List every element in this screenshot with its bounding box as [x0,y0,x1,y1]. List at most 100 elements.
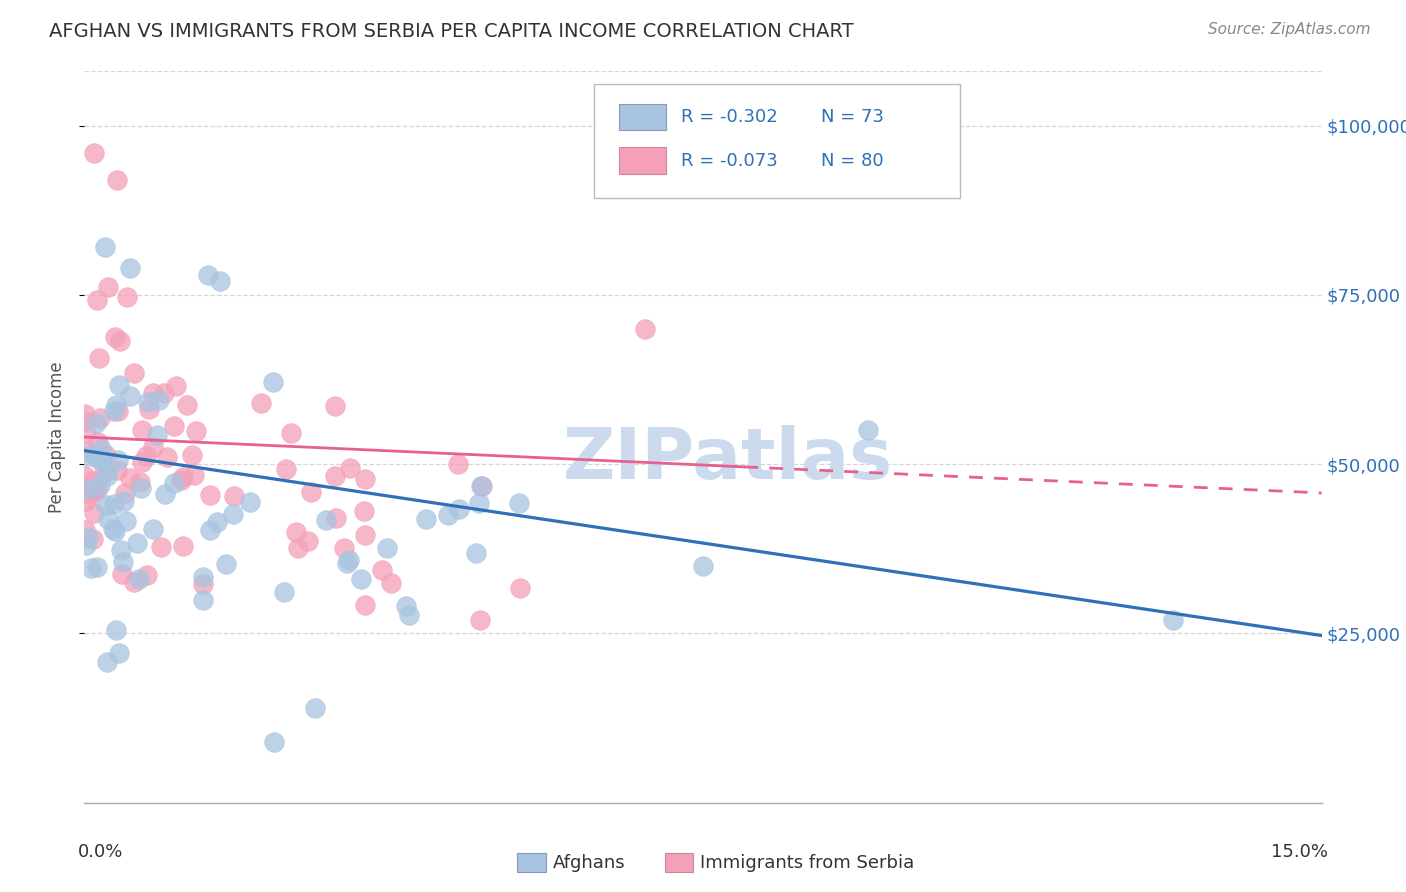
Point [333,541,356,555]
Point [89,478,111,492]
Point [80,561,103,575]
Point [465,546,488,560]
Point [163,475,186,490]
Point [165,379,187,393]
Point [398,608,420,623]
Point [83,506,105,520]
Point [1161,613,1184,627]
Text: 0.0%: 0.0% [79,843,124,861]
Point [77,530,100,544]
Point [200,523,222,537]
Point [239,495,262,509]
Point [75,523,97,537]
Point [146,427,169,442]
Point [142,522,165,536]
Point [96,469,118,483]
Point [395,599,418,613]
Text: 15.0%: 15.0% [1271,843,1327,861]
Point [415,511,437,525]
Point [353,504,375,518]
Point [337,553,360,567]
Point [111,555,134,569]
Point [128,572,150,586]
Point [115,290,138,304]
Point [205,515,228,529]
Point [172,539,194,553]
Point [856,423,879,437]
Point [315,512,337,526]
Point [323,399,346,413]
Point [82,532,104,546]
Point [191,577,214,591]
Point [82,474,104,488]
Point [114,486,136,500]
Point [93,467,115,481]
Text: N = 80: N = 80 [821,152,883,169]
Point [176,398,198,412]
Point [153,486,176,500]
Point [280,426,302,441]
Point [156,450,179,465]
Point [115,514,138,528]
Point [250,396,273,410]
Point [122,366,145,380]
Point [437,508,460,522]
Point [75,538,97,552]
Point [215,558,238,572]
Point [692,558,714,573]
Point [129,481,152,495]
Point [75,414,97,428]
Point [285,524,308,539]
Text: ZIPatlas: ZIPatlas [562,425,893,493]
Point [447,458,470,472]
Point [131,455,153,469]
Point [112,493,135,508]
Point [103,497,125,511]
Point [184,425,207,439]
Point [222,507,245,521]
Point [470,613,492,627]
Point [104,524,127,539]
Point [83,145,105,160]
Point [75,425,97,440]
Bar [517,853,546,872]
Point [83,485,105,500]
Bar [619,147,666,174]
Point [118,260,141,275]
Point [103,403,125,417]
Point [163,419,186,434]
Point [297,534,319,549]
Point [262,375,284,389]
Point [105,172,128,186]
Point [138,401,160,416]
Point [94,240,117,254]
Point [86,293,108,308]
Point [96,463,118,477]
Point [304,701,326,715]
Text: AFGHAN VS IMMIGRANTS FROM SERBIA PER CAPITA INCOME CORRELATION CHART: AFGHAN VS IMMIGRANTS FROM SERBIA PER CAP… [49,22,853,41]
Point [222,489,245,503]
Point [339,461,361,475]
Point [370,563,392,577]
Point [104,624,127,638]
Point [97,512,120,526]
FancyBboxPatch shape [595,84,960,198]
Point [89,452,111,467]
Point [509,581,531,595]
Text: Afghans: Afghans [553,854,626,871]
Point [97,280,120,294]
Point [350,572,373,586]
Point [150,540,173,554]
Point [76,483,98,497]
Point [75,494,97,508]
Point [634,322,657,336]
Point [468,495,491,509]
Point [87,435,110,450]
Point [191,570,214,584]
Point [128,475,150,489]
Point [380,575,402,590]
Point [152,385,174,400]
Point [86,559,108,574]
Point [470,479,492,493]
Point [87,351,110,365]
